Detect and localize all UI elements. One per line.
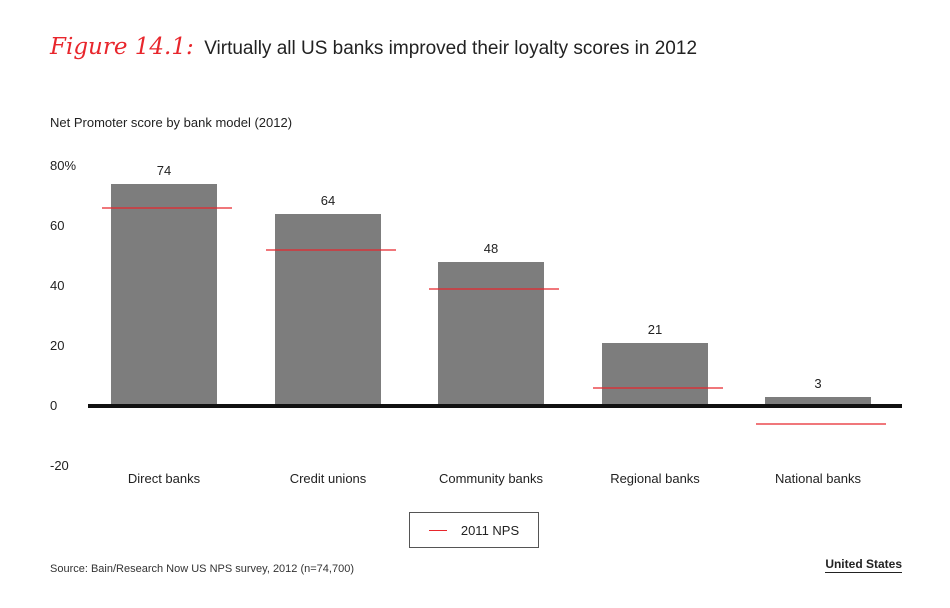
chart-legend: 2011 NPS [409,512,539,548]
bar-regional-banks [602,343,708,406]
y-tick-label: 80% [50,158,76,173]
data-label: 64 [321,193,335,208]
figure-label: Figure 14.1: [50,34,194,60]
x-tick-label: Direct banks [128,471,201,486]
x-tick-label: Community banks [439,471,544,486]
bar-direct-banks [111,184,217,406]
y-tick-label: 20 [50,338,64,353]
x-tick-label: National banks [775,471,861,486]
legend-swatch-2011 [428,529,447,531]
data-label: 21 [648,322,662,337]
y-tick-label: 60 [50,218,64,233]
chart-subtitle: Net Promoter score by bank model (2012) [50,115,293,130]
data-label: 3 [814,376,821,391]
source-note: Source: Bain/Research Now US NPS survey,… [50,563,354,575]
legend-label-2011: 2011 NPS [460,522,520,538]
figure-title: Virtually all US banks improved their lo… [204,38,698,59]
data-label: 48 [484,241,498,256]
data-label: 74 [157,163,171,178]
region-label: United States [825,557,902,573]
y-tick-label: -20 [50,458,69,473]
x-tick-label: Credit unions [290,471,367,486]
figure-title-row: Figure 14.1: Virtually all US banks impr… [50,34,697,60]
bar-national-banks [765,397,871,406]
y-tick-label: 0 [50,398,57,413]
bar-community-banks [438,262,544,406]
bar-credit-unions [275,214,381,406]
y-tick-label: 40 [50,278,64,293]
x-tick-label: Regional banks [610,471,700,486]
